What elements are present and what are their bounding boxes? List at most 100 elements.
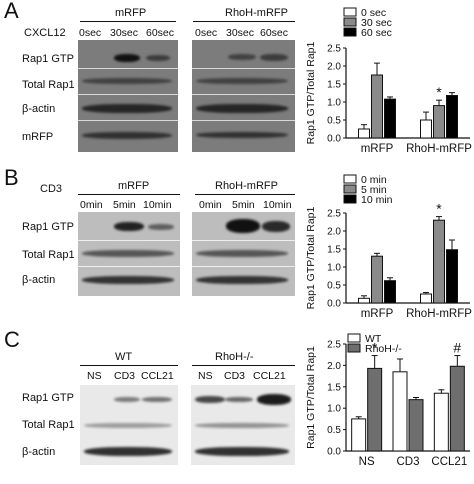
lane-label: NS — [198, 370, 213, 382]
timepoint-label: 10min — [143, 199, 172, 211]
row-label: β-actin — [22, 446, 56, 458]
legend-label: WT — [365, 333, 382, 345]
y-tick-label: 2.0 — [327, 361, 341, 372]
panel-letter: C — [4, 327, 20, 352]
lane-label: CD3 — [114, 370, 136, 382]
group-underline — [195, 194, 295, 195]
y-tick-label: 2.0 — [327, 62, 341, 73]
x-category-label: mRFP — [361, 308, 394, 320]
x-category-label: CCL21 — [431, 456, 467, 468]
row-label: Rap1 GTP — [22, 53, 74, 65]
row-label: β-actin — [22, 103, 56, 115]
bar — [371, 74, 383, 139]
western-blot-image — [192, 212, 295, 296]
legend-label: 60 sec — [361, 27, 392, 39]
y-axis-label: Rap1 GTP/Total Rap1 — [305, 346, 317, 449]
legend-label: RhoH-/- — [365, 343, 402, 355]
bar — [433, 219, 445, 304]
lane-label: NS — [87, 370, 102, 382]
x-category-label: RhoH-mRFP — [406, 308, 472, 320]
row-label: Total Rap1 — [22, 249, 75, 261]
y-tick-label: 2.5 — [327, 44, 341, 55]
legend-swatch — [343, 17, 357, 27]
row-label: β-actin — [22, 274, 56, 286]
legend-swatch — [347, 333, 361, 343]
legend-swatch — [343, 194, 357, 204]
legend-swatch — [343, 7, 357, 17]
timepoint-label: 0min — [199, 199, 222, 211]
group-underline — [193, 21, 295, 22]
bar — [384, 280, 396, 304]
x-category-label: CD3 — [396, 456, 419, 468]
y-tick-label: 1.0 — [327, 404, 341, 415]
significance-marker: * — [436, 201, 442, 217]
y-tick-label: 0.0 — [327, 134, 341, 145]
western-blot-image — [192, 40, 295, 152]
y-tick-label: 0.0 — [327, 447, 341, 458]
y-tick-label: 1.5 — [327, 382, 341, 393]
y-tick-label: 0.5 — [327, 425, 341, 436]
bar — [433, 392, 449, 452]
group-label: RhoH-mRFP — [225, 7, 288, 19]
timepoint-label: 5min — [232, 199, 255, 211]
bar-chart-b: 0.0 0.5 1.0 1.5 2.0 2.5 Rap1 GTP/Total Rap1 mRF… — [300, 165, 474, 330]
bar — [371, 255, 383, 304]
y-tick-label: 1.0 — [327, 263, 341, 274]
bar — [367, 367, 383, 452]
y-tick-label: 0.5 — [327, 116, 341, 127]
group-underline — [80, 21, 176, 22]
legend-label: 10 min — [361, 194, 393, 206]
legend-swatch — [343, 184, 357, 194]
significance-marker: # — [453, 340, 461, 356]
western-blot-image — [78, 40, 178, 152]
row-label: Total Rap1 — [22, 79, 75, 91]
group-label: RhoH-mRFP — [215, 180, 278, 192]
y-tick-label: 2.5 — [327, 340, 341, 351]
y-tick-label: 1.0 — [327, 98, 341, 109]
timepoint-label: 5min — [113, 199, 136, 211]
row-label: mRFP — [22, 131, 54, 143]
lane-label: CD3 — [224, 370, 246, 382]
treatment-label: CXCL12 — [24, 27, 66, 39]
bar — [449, 365, 465, 452]
x-category-label: mRFP — [361, 143, 394, 155]
bar — [351, 418, 367, 452]
timepoint-label: 30sec — [226, 27, 255, 39]
bar — [392, 371, 408, 452]
timepoint-label: 0sec — [79, 27, 102, 39]
y-tick-label: 2.5 — [327, 209, 341, 220]
bar-chart-c: 0.0 0.5 1.0 1.5 2.0 2.5 Rap1 GTP/Total Rap1 * NS… — [300, 330, 474, 479]
timepoint-label: 0sec — [195, 27, 218, 39]
bar — [446, 249, 458, 304]
group-underline — [78, 194, 180, 195]
y-tick-label: 1.5 — [327, 80, 341, 91]
treatment-label: CD3 — [40, 183, 63, 195]
western-blot-image — [191, 385, 295, 465]
y-tick-label: 1.5 — [327, 245, 341, 256]
bar — [433, 105, 445, 139]
group-underline — [80, 365, 178, 366]
bar — [408, 399, 424, 452]
bar — [358, 128, 370, 139]
group-label: mRFP — [115, 7, 147, 19]
group-label: RhoH-/- — [215, 351, 254, 363]
lane-label: CCL21 — [141, 370, 174, 382]
timepoint-label: 10min — [263, 199, 292, 211]
legend-label: 0 sec — [361, 7, 386, 19]
bar — [358, 297, 370, 304]
bar — [420, 293, 432, 304]
group-underline — [192, 365, 295, 366]
timepoint-label: 60sec — [260, 27, 289, 39]
group-label: WT — [115, 351, 133, 363]
timepoint-label: 30sec — [110, 27, 139, 39]
row-label: Total Rap1 — [22, 419, 75, 431]
bar — [384, 98, 396, 139]
legend-swatch — [343, 27, 357, 37]
y-tick-label: 0.0 — [327, 299, 341, 310]
legend-swatch — [347, 343, 361, 353]
timepoint-label: 60sec — [146, 27, 175, 39]
y-axis-label: Rap1 GTP/Total Rap1 — [305, 41, 317, 144]
group-label: mRFP — [118, 180, 150, 192]
western-blot-image — [78, 212, 180, 296]
western-blot-image — [80, 385, 178, 465]
